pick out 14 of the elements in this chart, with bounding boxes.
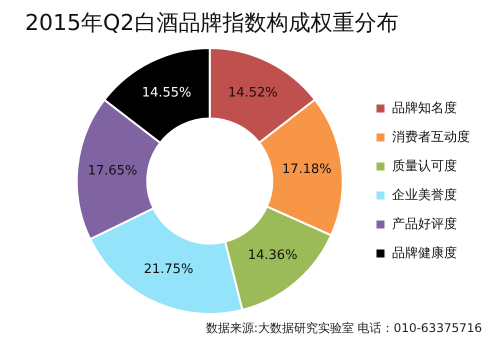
source-note: 数据来源:大数据研究实验室 电话：010-63375716 bbox=[206, 320, 482, 337]
legend-label: 品牌知名度 bbox=[392, 100, 457, 116]
data-label: 14.55% bbox=[142, 86, 192, 101]
chart-title: 2015年Q2白酒品牌指数构成权重分布 bbox=[25, 10, 398, 38]
data-label: 14.36% bbox=[248, 248, 298, 264]
data-label: 21.75% bbox=[144, 262, 194, 278]
legend-label: 消费者互动度 bbox=[392, 128, 470, 145]
data-label: 14.52% bbox=[228, 86, 278, 101]
data-label: 17.65% bbox=[88, 163, 138, 178]
data-label: 17.18% bbox=[282, 162, 332, 177]
legend-label: 产品好评度 bbox=[392, 216, 457, 232]
legend-label: 品牌健康度 bbox=[392, 244, 457, 261]
legend-label: 质量认可度 bbox=[392, 158, 457, 174]
legend-label: 企业美誉度 bbox=[392, 186, 457, 203]
